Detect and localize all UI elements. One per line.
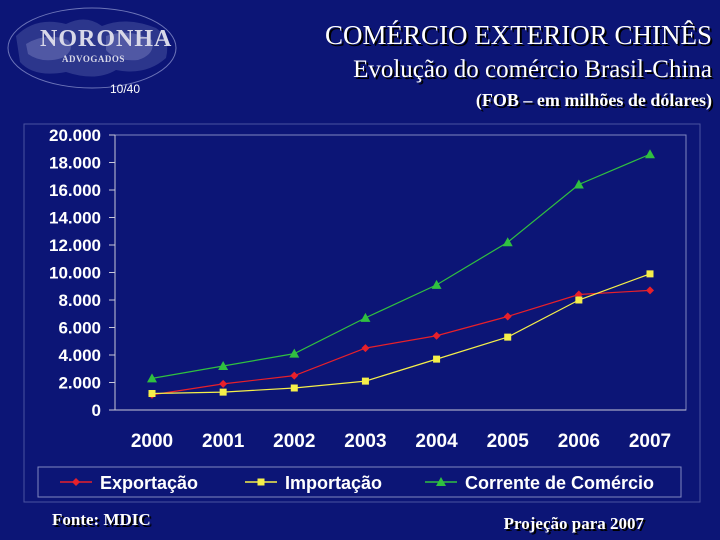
x-tick-label: 2003: [344, 431, 386, 452]
data-point: [432, 331, 441, 340]
data-point: [360, 312, 371, 322]
series-line: [151, 273, 651, 395]
data-point: [504, 333, 512, 341]
x-tick-label: 2002: [273, 431, 315, 452]
legend-box: [37, 466, 682, 498]
y-tick-label: 18.000: [49, 154, 101, 173]
data-point: [148, 390, 156, 397]
y-tick-label: 6.000: [58, 319, 101, 338]
data-point: [290, 384, 298, 392]
y-tick-label: 16.000: [49, 181, 101, 200]
data-point: [433, 355, 441, 363]
data-point: [575, 296, 583, 304]
data-point: [289, 348, 300, 358]
x-tick-label: 2006: [558, 431, 600, 452]
y-tick-label: 14.000: [49, 209, 101, 228]
slide-number: 10/40: [110, 82, 141, 96]
logo-subtitle: ADVOGADOS: [62, 54, 125, 64]
legend-marker: [257, 478, 265, 486]
data-point: [361, 344, 370, 353]
y-tick-label: 2.000: [58, 374, 101, 393]
legend-label: Corrente de Comércio: [465, 473, 654, 493]
y-tick-label: 4.000: [58, 346, 101, 365]
x-tick-label: 2004: [415, 431, 458, 452]
data-point: [361, 377, 369, 385]
data-point: [573, 179, 584, 189]
world-map-icon: [7, 7, 177, 89]
y-tick-label: 10.000: [49, 264, 101, 283]
page-subtitle: Evolução do comércio Brasil-China: [353, 56, 712, 83]
data-point: [290, 371, 299, 380]
y-tick-label: 12.000: [49, 236, 101, 255]
logo: NORONHA ADVOGADOS: [6, 6, 178, 90]
legend-marker: [72, 478, 80, 486]
data-point: [503, 312, 512, 321]
y-tick-label: 0: [92, 401, 101, 420]
source-note: Fonte: MDIC: [52, 510, 151, 529]
x-tick-label: 2005: [487, 431, 530, 452]
logo-name: NORONHA: [40, 26, 173, 52]
legend-label: Importação: [285, 473, 382, 493]
plot-area: [114, 134, 687, 411]
series-line: [151, 153, 651, 379]
legend-label: Exportação: [100, 473, 198, 493]
data-point: [218, 361, 229, 370]
data-point: [219, 388, 227, 396]
data-point: [646, 270, 654, 278]
x-tick-label: 2007: [629, 431, 671, 452]
data-point: [502, 237, 513, 247]
projection-note: Projeção para 2007: [503, 514, 644, 533]
data-point: [219, 379, 228, 388]
legend-marker: [436, 477, 446, 486]
y-tick-label: 20.000: [49, 126, 101, 145]
y-tick-label: 8.000: [58, 291, 101, 310]
units-note: (FOB – em milhões de dólares): [475, 90, 712, 110]
data-point: [147, 373, 157, 383]
x-tick-label: 2000: [131, 431, 173, 452]
series-line: [151, 289, 651, 396]
data-point: [646, 286, 654, 295]
page-title: COMÉRCIO EXTERIOR CHINÊS: [324, 20, 712, 50]
x-tick-label: 2001: [202, 431, 245, 452]
data-point: [431, 279, 442, 289]
chart-frame: [23, 123, 701, 503]
data-point: [645, 149, 655, 159]
